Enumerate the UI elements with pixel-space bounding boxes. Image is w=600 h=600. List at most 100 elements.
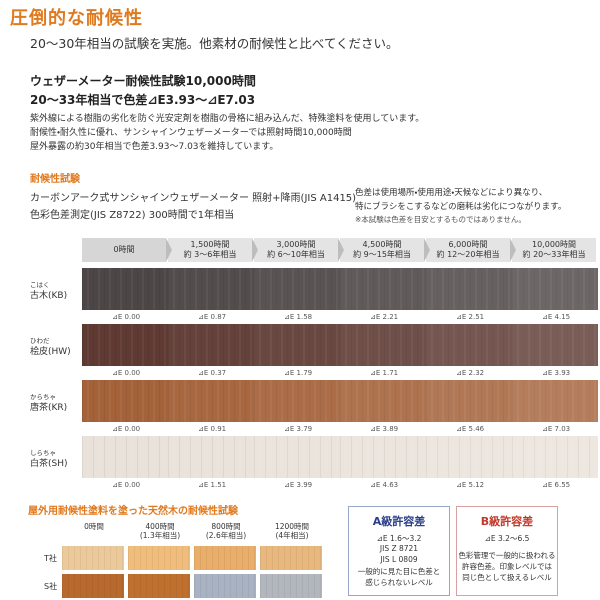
swatch xyxy=(512,380,598,422)
row-label: こはく 古木(KB) xyxy=(30,280,67,302)
note-text: ※本試験は色差を目安とするものではありません。 xyxy=(355,215,526,224)
method-text: カーボンアーク式サンシャインウェザーメーター 照射+降雨(JIS A1415) xyxy=(30,193,357,204)
delta-e: ⊿E 2.21 xyxy=(370,313,399,321)
column-header: 400時間 (1.3年相当) xyxy=(128,522,192,540)
delta-e: ⊿E 0.00 xyxy=(112,369,141,377)
row-name: 白茶(SH) xyxy=(30,459,68,469)
column-header: 0時間 xyxy=(62,522,126,531)
swatch xyxy=(82,268,168,310)
page-title: 圧倒的な耐候性 xyxy=(10,8,143,29)
delta-e: ⊿E 1.79 xyxy=(284,369,313,377)
hours: 10,000時間 xyxy=(532,240,576,249)
swatch xyxy=(128,546,190,570)
box-line: 同じ色として扱えるレベル xyxy=(462,573,552,582)
delta-e: ⊿E 2.51 xyxy=(456,313,485,321)
column-header: 1,500時間約 3～6年相当 xyxy=(168,238,252,262)
headline: 20～33年相当で色差⊿E3.93～⊿E7.03 xyxy=(30,93,256,107)
row-name: 桧皮(HW) xyxy=(30,347,71,357)
delta-e: ⊿E 4.15 xyxy=(542,313,571,321)
years: (2.6年相当) xyxy=(205,531,247,540)
hours: 3,000時間 xyxy=(276,240,316,249)
column-header: 6,000時間約 12～20年相当 xyxy=(426,238,510,262)
swatch xyxy=(340,268,426,310)
row-label: S社 xyxy=(44,582,58,591)
body-text: 耐候性・耐久性に優れ、サンシャインウェザーメーターでは照射時間10,000時間 xyxy=(30,128,352,138)
tolerance-box: B級許容差 ⊿E 3.2～6.5 色彩管理で一般的に扱われる 許容色差。印象レベルでは… xyxy=(456,506,558,596)
box-line: ⊿E 3.2～6.5 xyxy=(484,534,530,543)
column-header: 4,500時間約 9～15年相当 xyxy=(340,238,424,262)
swatch xyxy=(82,324,168,366)
note-text: 特にブラシをこするなどの磨耗は劣化につながります。 xyxy=(355,202,567,212)
delta-e: ⊿E 0.00 xyxy=(112,481,141,489)
years: 約 6～10年相当 xyxy=(267,250,325,259)
swatch xyxy=(340,324,426,366)
hours: 6,000時間 xyxy=(448,240,488,249)
row-label: しらちゃ白茶(SH) xyxy=(30,448,68,470)
delta-e: ⊿E 1.71 xyxy=(370,369,399,377)
row-name: 唐茶(KR) xyxy=(30,403,68,413)
column-header: 3,000時間約 6～10年相当 xyxy=(254,238,338,262)
hours: 1,500時間 xyxy=(190,240,230,249)
hours: 800時間 xyxy=(211,522,241,531)
delta-e: ⊿E 5.12 xyxy=(456,481,485,489)
delta-e: ⊿E 3.79 xyxy=(284,425,313,433)
arrow xyxy=(338,238,344,262)
swatch xyxy=(168,436,254,478)
reading: ひわだ xyxy=(30,337,50,345)
swatch xyxy=(426,436,512,478)
delta-e: ⊿E 0.37 xyxy=(198,369,227,377)
swatch xyxy=(82,380,168,422)
swatch xyxy=(340,380,426,422)
swatch xyxy=(254,380,340,422)
swatch xyxy=(168,268,254,310)
delta-e: ⊿E 2.32 xyxy=(456,369,485,377)
box-title: B級許容差 xyxy=(480,515,534,528)
hours: 400時間 xyxy=(145,522,175,531)
years: 約 20～33年相当 xyxy=(522,250,586,259)
delta-e: ⊿E 1.58 xyxy=(284,313,313,321)
box-line: JIS Z 8721 xyxy=(379,544,419,553)
reading: こはく xyxy=(30,281,50,289)
swatch xyxy=(194,574,256,598)
column-header: 1200時間 (4年相当) xyxy=(260,522,324,540)
box-line: 一般的に見た目に色差と xyxy=(357,567,441,576)
swatch xyxy=(168,380,254,422)
swatch xyxy=(254,324,340,366)
section-heading: 耐候性試験 xyxy=(30,174,80,185)
delta-e: ⊿E 0.91 xyxy=(198,425,227,433)
years: 約 12～20年相当 xyxy=(436,250,500,259)
years: 約 3～6年相当 xyxy=(183,250,237,259)
delta-e: ⊿E 0.00 xyxy=(112,425,141,433)
box-line: 許容色差。印象レベルでは xyxy=(462,562,552,571)
box-title: A級許容差 xyxy=(372,515,426,528)
swatch xyxy=(194,546,256,570)
arrow xyxy=(510,238,516,262)
row-label: T社 xyxy=(44,554,57,563)
method-text: 色彩色差測定(JIS Z8722) 300時間で1年相当 xyxy=(30,210,235,221)
box-line: JIS L 0809 xyxy=(380,555,418,564)
headline: ウェザーメーター耐候性試験10,000時間 xyxy=(30,74,256,88)
hours: 0時間 xyxy=(113,245,135,254)
swatch xyxy=(340,436,426,478)
swatch xyxy=(512,324,598,366)
section-heading: 屋外用耐候性塗料を塗った天然木の耐候性試験 xyxy=(28,506,238,517)
delta-e: ⊿E 3.99 xyxy=(284,481,313,489)
delta-e: ⊿E 5.46 xyxy=(456,425,485,433)
swatch xyxy=(62,574,124,598)
note-text: 色差は使用場所・使用用途・天候などにより異なり、 xyxy=(355,188,548,198)
swatch xyxy=(260,546,322,570)
swatch xyxy=(260,574,322,598)
subtitle: 20～30年相当の試験を実施。他素材の耐候性と比べてください。 xyxy=(30,36,399,51)
box-line: ⊿E 1.6～3.2 xyxy=(376,534,422,543)
delta-e: ⊿E 3.93 xyxy=(542,369,571,377)
swatch xyxy=(426,380,512,422)
delta-e: ⊿E 1.51 xyxy=(198,481,227,489)
years: 約 9～15年相当 xyxy=(353,250,411,259)
reading: しらちゃ xyxy=(30,449,56,457)
swatch xyxy=(62,546,124,570)
swatch xyxy=(82,436,168,478)
row-label: ひわだ桧皮(HW) xyxy=(30,336,71,358)
body-text: 紫外線による樹脂の劣化を防ぐ光安定剤を樹脂の骨格に組み込んだ、特殊塗料を使用して… xyxy=(30,114,425,124)
delta-e: ⊿E 0.00 xyxy=(112,313,141,321)
